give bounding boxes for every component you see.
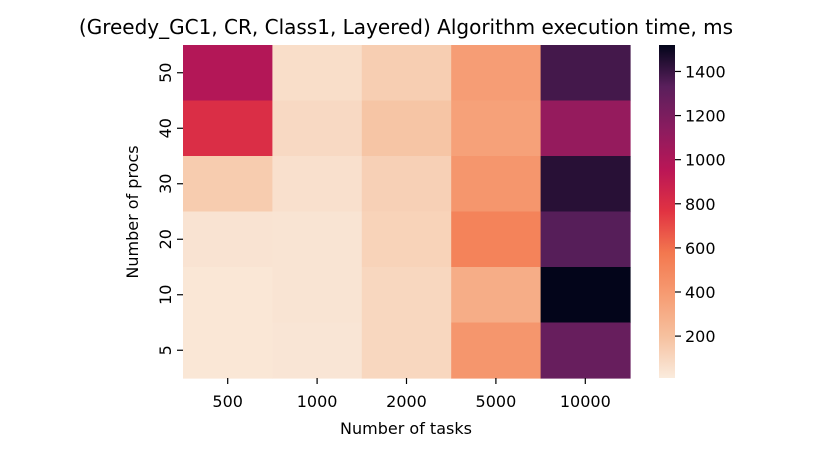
y-axis: 50 40 30 20 10 5	[156, 63, 183, 355]
y-tick-label: 5	[156, 345, 175, 355]
heatmap-cell	[272, 100, 363, 157]
heatmap-cell	[540, 267, 631, 324]
heatmap-cell	[451, 156, 542, 213]
heatmap-cell	[183, 322, 273, 379]
x-tick-label: 1000	[297, 392, 338, 411]
heatmap-cell	[183, 211, 273, 268]
colorbar-tick-label: 1000	[685, 151, 726, 170]
heatmap-cell	[361, 211, 452, 268]
heatmap-cell	[272, 45, 363, 102]
heatmap-cell	[183, 267, 273, 324]
heatmap-cell	[361, 45, 452, 102]
heatmap-cell	[183, 156, 273, 213]
heatmap-cell	[272, 322, 363, 379]
x-axis-title: Number of tasks	[340, 419, 472, 438]
x-axis: 500 1000 2000 5000 10000	[212, 378, 611, 411]
colorbar-tick-label: 200	[685, 327, 716, 346]
heatmap-cell	[183, 100, 273, 157]
heatmap-cell	[451, 45, 542, 102]
heatmap-cell	[361, 322, 452, 379]
y-tick-label: 20	[156, 229, 175, 249]
heatmap-cell	[540, 322, 631, 379]
y-tick-label: 10	[156, 285, 175, 305]
colorbar-tick-label: 1200	[685, 107, 726, 126]
heatmap-cell	[183, 45, 273, 102]
colorbar-tick-label: 1400	[685, 62, 726, 81]
heatmap-cell	[540, 211, 631, 268]
y-axis-title: Number of procs	[123, 145, 142, 278]
heatmap-cell	[451, 322, 542, 379]
x-tick-label: 5000	[476, 392, 517, 411]
y-tick-label: 40	[156, 118, 175, 138]
heatmap-cell	[361, 156, 452, 213]
heatmap-cell	[451, 211, 542, 268]
chart-title: (Greedy_GC1, CR, Class1, Layered) Algori…	[79, 15, 733, 39]
heatmap-cell	[540, 45, 631, 102]
y-tick-label: 30	[156, 174, 175, 194]
colorbar-tick-label: 400	[685, 283, 716, 302]
heatmap-cell	[272, 156, 363, 213]
heatmap-cells	[183, 45, 631, 379]
heatmap-cell	[361, 267, 452, 324]
x-tick-label: 500	[212, 392, 243, 411]
y-tick-label: 50	[156, 63, 175, 83]
heatmap-cell	[540, 100, 631, 157]
colorbar-tick-label: 800	[685, 195, 716, 214]
x-tick-label: 2000	[386, 392, 427, 411]
colorbar-tick-label: 600	[685, 239, 716, 258]
colorbar-gradient	[659, 45, 675, 378]
heatmap-cell	[272, 211, 363, 268]
x-tick-label: 10000	[560, 392, 611, 411]
heatmap-cell	[451, 267, 542, 324]
colorbar: 200 400 600 800 1000 1200 1400	[659, 45, 726, 378]
heatmap-cell	[540, 156, 631, 213]
heatmap-cell	[451, 100, 542, 157]
heatmap-cell	[272, 267, 363, 324]
heatmap-cell	[361, 100, 452, 157]
